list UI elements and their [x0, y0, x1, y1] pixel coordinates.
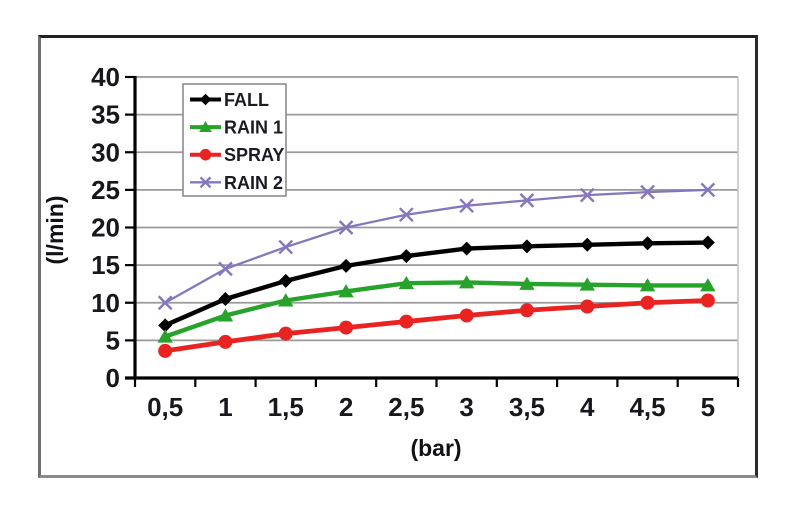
tick-labels-layer: 0 5 10 15 20 25 30 35 40 0,5 1 1,5 2 2,5 3 3,5 4 4,5 5	[91, 62, 715, 422]
series-spray	[158, 293, 715, 358]
x-tick-label: 4,5	[629, 392, 665, 422]
legend-item: SPRAY	[190, 145, 284, 165]
x-marker-icon	[640, 184, 655, 200]
x-tick-label: 4	[580, 392, 595, 422]
x-marker-icon	[519, 193, 535, 208]
triangle-marker-icon	[700, 278, 716, 292]
x-tick-label: 3,5	[509, 392, 545, 422]
y-tick-label: 15	[91, 250, 120, 280]
series-line	[162, 298, 711, 354]
x-marker-icon	[579, 187, 595, 203]
circle-marker-icon	[218, 334, 233, 349]
diamond-marker-icon	[459, 241, 474, 256]
x-marker-icon	[338, 220, 354, 235]
x-tick-label: 1	[218, 392, 232, 422]
x-marker-icon	[157, 295, 173, 311]
y-axis-title: (l/min)	[42, 196, 68, 265]
triangle-marker-icon	[458, 275, 475, 289]
x-tick-label: 0,5	[147, 392, 183, 422]
legend-label: RAIN 1	[224, 118, 283, 138]
circle-marker-icon	[459, 308, 474, 323]
diamond-marker-icon	[158, 318, 173, 333]
series-line	[162, 280, 711, 339]
circle-marker-icon	[399, 314, 414, 329]
triangle-marker-icon	[278, 293, 294, 307]
y-tick-label: 0	[106, 363, 120, 393]
legend-label: FALL	[224, 90, 269, 110]
y-tick-label: 25	[91, 175, 120, 205]
triangle-marker-icon	[199, 121, 212, 133]
circle-marker-icon	[640, 295, 655, 310]
circle-marker-icon	[519, 303, 534, 318]
triangle-marker-icon	[157, 329, 173, 343]
legend-item: RAIN 1	[190, 118, 283, 138]
series-rain-2	[157, 182, 716, 311]
triangle-marker-icon	[579, 277, 595, 291]
y-tick-label: 10	[91, 288, 120, 318]
triangle-marker-icon	[217, 308, 234, 322]
x-marker-icon	[399, 207, 414, 223]
diamond-marker-icon	[640, 236, 655, 251]
legend-item: FALL	[190, 90, 269, 110]
y-tick-label: 40	[91, 62, 120, 92]
diamond-marker-icon	[199, 93, 212, 106]
diamond-marker-icon	[339, 258, 354, 273]
x-marker-icon	[199, 176, 212, 189]
circle-marker-icon	[199, 148, 212, 161]
axes-layer	[125, 75, 740, 387]
x-tick-label: 1,5	[268, 392, 304, 422]
legend: FALL RAIN 1 SPRAY RAIN 2	[182, 83, 287, 197]
diamond-marker-icon	[399, 249, 414, 264]
legend-item: RAIN 2	[190, 173, 283, 193]
triangle-marker-icon	[338, 284, 354, 298]
legend-label: RAIN 2	[224, 173, 283, 193]
x-marker-icon	[459, 198, 474, 214]
x-tick-label: 2	[339, 392, 353, 422]
triangle-marker-icon	[398, 275, 415, 290]
data-series-layer	[157, 182, 716, 358]
diamond-marker-icon	[580, 237, 595, 252]
x-tick-label: 3	[459, 392, 473, 422]
circle-marker-icon	[278, 326, 293, 341]
x-tick-label: 2,5	[388, 392, 424, 422]
x-marker-icon	[700, 182, 716, 198]
y-tick-label: 30	[91, 137, 120, 167]
diamond-marker-icon	[519, 239, 534, 254]
circle-marker-icon	[580, 299, 595, 314]
x-marker-icon	[278, 239, 294, 255]
series-fall	[158, 235, 715, 333]
triangle-marker-icon	[519, 276, 535, 290]
triangle-marker-icon	[639, 278, 656, 292]
series-line	[162, 240, 711, 328]
series-rain-1	[157, 275, 716, 343]
y-tick-label: 5	[106, 325, 120, 355]
x-axis-title: (bar)	[410, 435, 461, 461]
series-line	[163, 188, 709, 304]
diamond-marker-icon	[278, 273, 293, 288]
diamond-marker-icon	[700, 235, 715, 250]
y-tick-label: 35	[91, 100, 120, 130]
circle-marker-icon	[700, 293, 715, 308]
diamond-marker-icon	[218, 291, 233, 306]
x-marker-icon	[218, 261, 233, 277]
circle-marker-icon	[158, 343, 173, 358]
circle-marker-icon	[339, 320, 354, 335]
y-tick-label: 20	[91, 213, 120, 243]
x-tick-label: 5	[701, 392, 715, 422]
legend-label: SPRAY	[224, 145, 284, 165]
legend-box	[182, 83, 287, 197]
